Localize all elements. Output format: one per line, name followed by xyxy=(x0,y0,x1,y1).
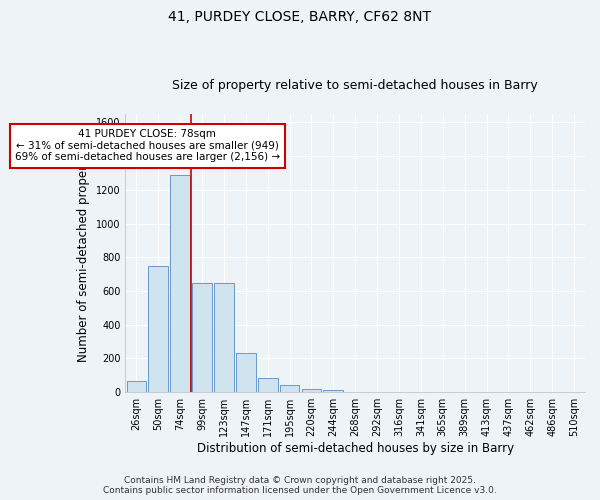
Bar xyxy=(236,354,256,392)
Bar xyxy=(280,386,299,392)
X-axis label: Distribution of semi-detached houses by size in Barry: Distribution of semi-detached houses by … xyxy=(197,442,514,455)
Title: Size of property relative to semi-detached houses in Barry: Size of property relative to semi-detach… xyxy=(172,79,538,92)
Text: 41, PURDEY CLOSE, BARRY, CF62 8NT: 41, PURDEY CLOSE, BARRY, CF62 8NT xyxy=(169,10,431,24)
Bar xyxy=(148,266,168,392)
Bar xyxy=(258,378,278,392)
Y-axis label: Number of semi-detached properties: Number of semi-detached properties xyxy=(77,144,91,362)
Bar xyxy=(214,282,234,392)
Bar xyxy=(302,389,321,392)
Text: 41 PURDEY CLOSE: 78sqm
← 31% of semi-detached houses are smaller (949)
69% of se: 41 PURDEY CLOSE: 78sqm ← 31% of semi-det… xyxy=(15,129,280,162)
Bar xyxy=(323,390,343,392)
Bar xyxy=(127,381,146,392)
Text: Contains HM Land Registry data © Crown copyright and database right 2025.
Contai: Contains HM Land Registry data © Crown c… xyxy=(103,476,497,495)
Bar xyxy=(192,282,212,392)
Bar xyxy=(170,174,190,392)
